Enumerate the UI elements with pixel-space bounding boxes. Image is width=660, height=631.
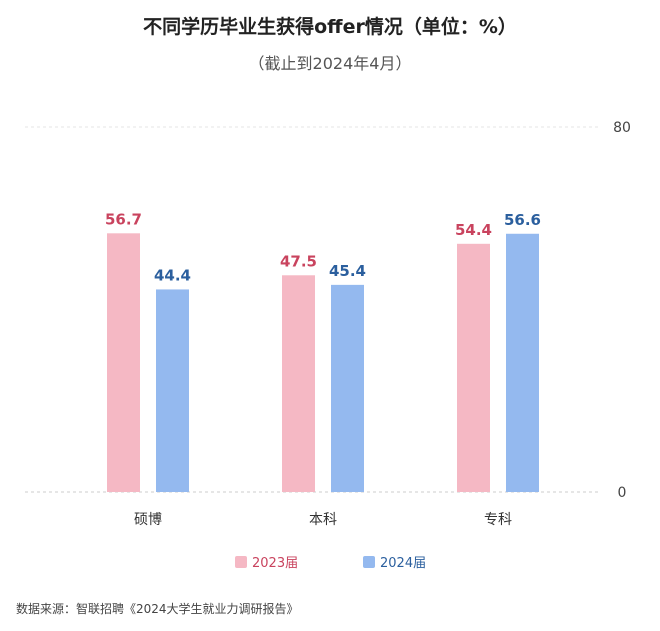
bar-2024届-硕博 (156, 289, 189, 492)
chart-title: 不同学历毕业生获得offer情况（单位：%） (143, 16, 517, 38)
y-tick-label: 80 (613, 120, 631, 136)
value-label: 44.4 (154, 266, 191, 284)
bars (107, 233, 539, 492)
value-label: 56.6 (504, 211, 541, 229)
data-source: 数据来源：智联招聘《2024大学生就业力调研报告》 (16, 602, 299, 616)
legend: 2023届 2024届 (235, 556, 426, 571)
bar-2023届-专科 (457, 243, 490, 492)
legend-label: 2023届 (252, 556, 298, 571)
chart-subtitle: （截止到2024年4月） (248, 54, 412, 73)
y-tick-label: 0 (618, 485, 627, 501)
category-label: 硕博 (134, 511, 162, 528)
bar-2024届-专科 (506, 233, 539, 492)
value-label: 56.7 (105, 210, 142, 228)
legend-swatch (363, 556, 375, 568)
bar-2023届-本科 (282, 275, 315, 492)
bar-2023届-硕博 (107, 233, 140, 492)
value-label: 54.4 (455, 221, 492, 239)
category-labels: 硕博 本科 专科 (134, 511, 512, 528)
value-labels: 56.7 44.4 47.5 45.4 54.4 56.6 (105, 210, 541, 284)
category-label: 本科 (309, 512, 337, 528)
y-axis: 80 0 (613, 120, 631, 501)
legend-label: 2024届 (380, 556, 426, 571)
bar-2024届-本科 (331, 284, 364, 492)
category-label: 专科 (484, 512, 512, 528)
value-label: 47.5 (280, 252, 317, 270)
legend-swatch (235, 556, 247, 568)
value-label: 45.4 (329, 262, 366, 280)
